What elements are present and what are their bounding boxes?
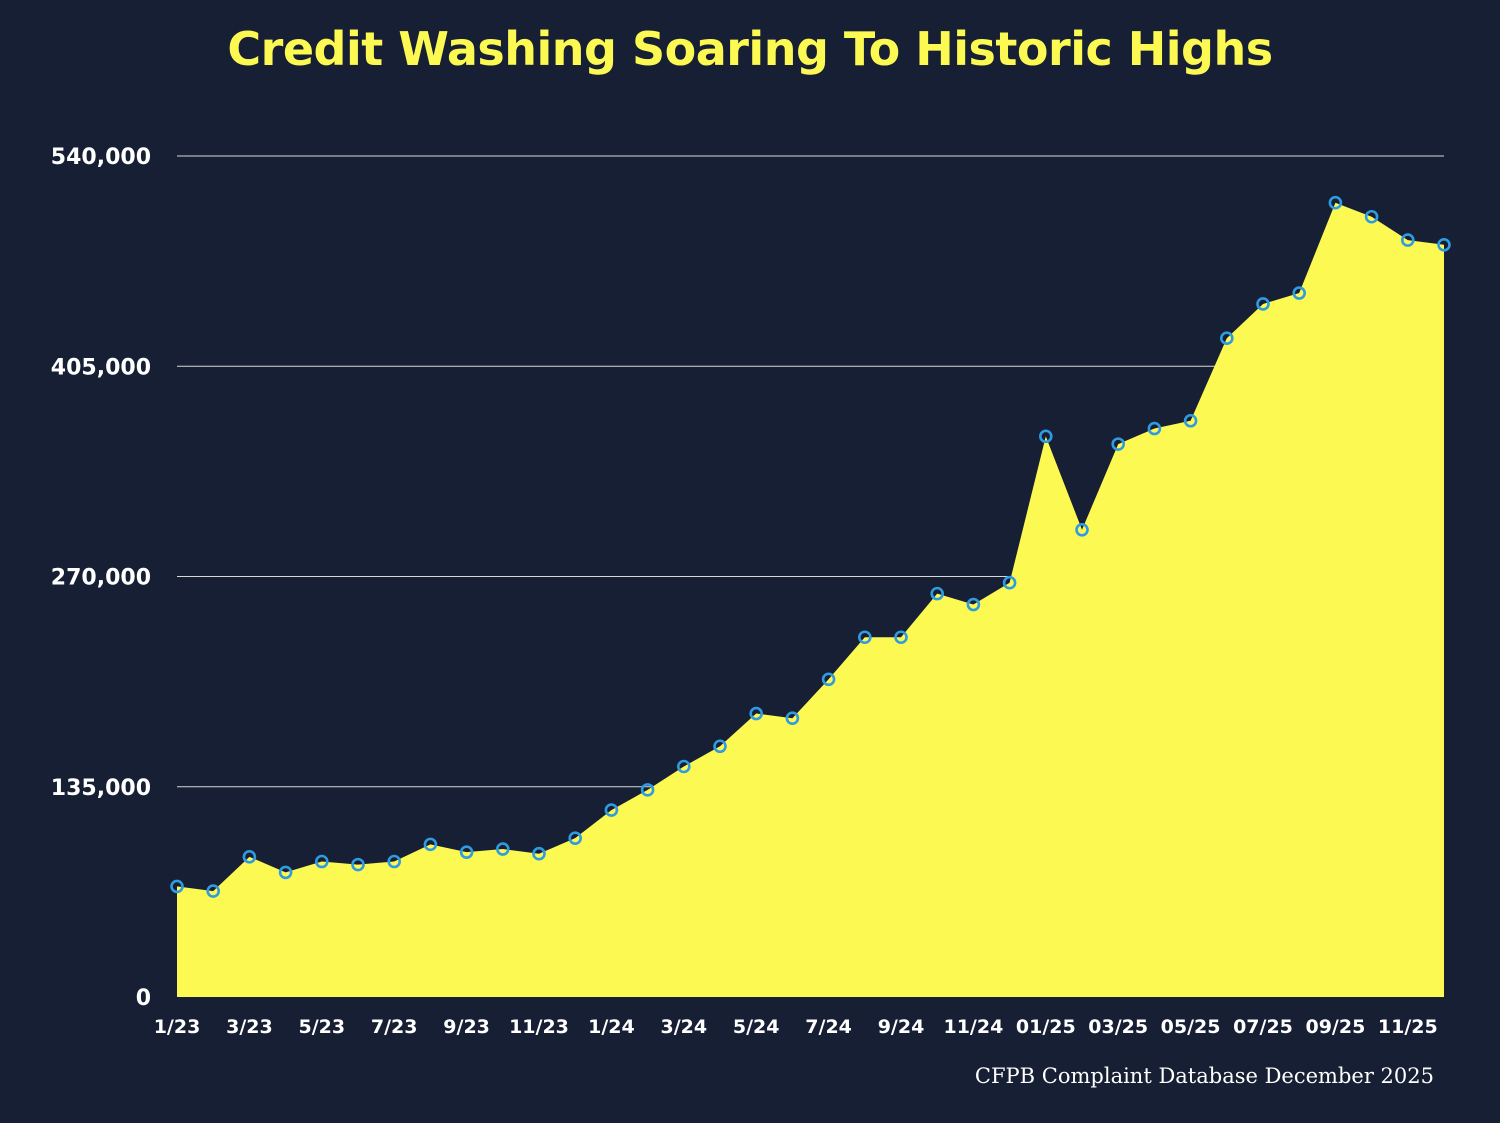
x-tick-label: 7/24 [805,1016,852,1038]
data-point [1220,331,1234,346]
x-tick-label: 3/23 [226,1016,273,1038]
data-point [314,854,329,869]
y-axis-ticks: 0 135,000 270,000 405,000 540,000 [51,145,151,1011]
y-tick-label: 135,000 [51,776,151,801]
x-tick-label: 1/24 [588,1016,635,1038]
data-point [894,630,908,645]
data-point [1401,233,1415,247]
x-tick-label: 3/24 [660,1016,707,1038]
data-point [966,597,981,612]
x-tick-label: 01/25 [1016,1016,1076,1038]
data-point [1039,429,1053,444]
x-tick-label: 03/25 [1088,1016,1148,1038]
data-point [749,706,764,721]
data-point [1075,522,1089,537]
data-markers [170,195,1451,898]
x-tick-label: 9/24 [878,1016,925,1038]
x-axis-ticks: 1/23 3/23 5/23 7/23 9/23 11/23 1/24 3/24 5/24 7/2… [154,1016,1438,1038]
data-point [1437,237,1451,252]
x-tick-label: 7/23 [371,1016,418,1038]
y-tick-label: 540,000 [51,145,151,170]
data-point [387,854,402,869]
data-point [1256,297,1270,311]
x-tick-label: 1/23 [154,1016,201,1038]
data-point [351,857,365,872]
x-tick-label: 5/23 [298,1016,345,1038]
data-point [857,630,872,645]
data-point [1328,195,1343,210]
data-point [713,739,727,754]
data-point [170,879,184,894]
data-point [676,759,691,774]
x-tick-label: 11/23 [509,1016,569,1038]
x-tick-label: 9/23 [443,1016,490,1038]
data-point [821,672,836,687]
data-point [1002,575,1017,590]
data-point [640,783,655,797]
area-series [177,202,1444,997]
data-point [1292,286,1306,300]
data-point [1364,209,1379,224]
data-point [1111,437,1125,451]
data-point [568,831,583,845]
data-point [495,842,510,856]
chart-title: Credit Washing Soaring To Historic Highs [227,22,1273,76]
data-point [1147,421,1162,436]
data-point [532,846,546,861]
y-tick-label: 270,000 [51,566,151,591]
x-tick-label: 07/25 [1233,1016,1293,1038]
y-tick-label: 405,000 [51,355,151,380]
x-tick-label: 09/25 [1305,1016,1365,1038]
data-point [278,865,293,880]
x-tick-label: 5/24 [733,1016,780,1038]
source-note: CFPB Complaint Database December 2025 [974,1064,1434,1088]
data-point [206,884,220,898]
data-point [930,586,945,601]
data-point [242,850,257,864]
area-fill [177,202,1444,997]
data-point [785,711,800,726]
data-point [423,837,438,852]
data-point [604,803,619,817]
x-tick-label: 11/25 [1378,1016,1438,1038]
data-point [459,845,474,859]
y-tick-label: 0 [136,986,151,1011]
x-tick-label: 11/24 [943,1016,1003,1038]
data-point [1183,413,1198,428]
x-tick-label: 05/25 [1161,1016,1221,1038]
